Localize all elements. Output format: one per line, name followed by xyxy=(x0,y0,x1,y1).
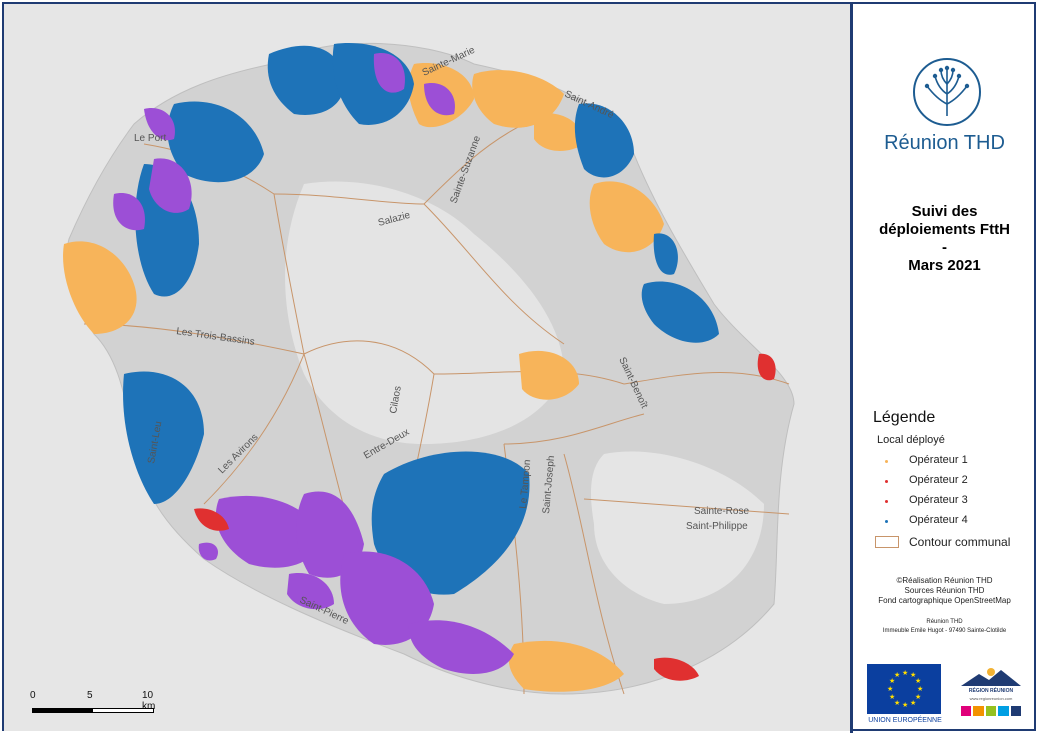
svg-text:★: ★ xyxy=(910,699,916,707)
region-color-swatches xyxy=(961,706,1022,716)
commune-label: Le Tampon xyxy=(518,459,533,509)
legend-label: Opérateur 2 xyxy=(909,474,968,486)
commune-label: Saint-Philippe xyxy=(686,521,748,532)
credits-block: ©Réalisation Réunion THD Sources Réunion… xyxy=(853,576,1036,606)
legend-label: Contour communal xyxy=(909,535,1011,549)
svg-text:★: ★ xyxy=(902,669,908,677)
legend-subtitle: Local déployé xyxy=(877,434,945,446)
legend-label: Opérateur 3 xyxy=(909,494,968,506)
operator2-areas xyxy=(194,353,776,681)
address-block: Réunion THD Immeuble Emile Hugot - 97490… xyxy=(853,618,1036,636)
address-line: Immeuble Emile Hugot - 97490 Sainte-Clot… xyxy=(882,628,1007,634)
legend-dot-icon xyxy=(885,520,888,523)
svg-text:★: ★ xyxy=(915,677,921,685)
eu-flag-icon: ★ ★ ★ ★ ★ ★ ★ ★ ★ ★ ★ ★ xyxy=(867,664,941,714)
map-area[interactable]: Le Port Sainte-Marie Sainte-Suzanne Sain… xyxy=(4,4,850,731)
title-line: - xyxy=(942,239,947,256)
svg-text:★: ★ xyxy=(902,701,908,709)
svg-text:★: ★ xyxy=(915,693,921,701)
boundary-swatch-icon xyxy=(875,536,899,548)
island-map: Le Port Sainte-Marie Sainte-Suzanne Sain… xyxy=(63,42,795,695)
legend-label: Opérateur 4 xyxy=(909,514,968,526)
page-title: Suivi des déploiements FttH - Mars 2021 xyxy=(853,203,1036,275)
scale-tick-label: 5 xyxy=(87,690,93,701)
svg-text:★: ★ xyxy=(894,699,900,707)
svg-text:★: ★ xyxy=(917,685,923,693)
commune-label: Saint-Joseph xyxy=(541,455,557,514)
legend-dot-icon xyxy=(885,480,888,483)
title-line: Mars 2021 xyxy=(908,257,981,274)
address-line: Réunion THD xyxy=(926,619,963,625)
interior-relief-east xyxy=(591,451,764,604)
legend-title: Légende xyxy=(873,409,936,426)
side-panel: Réunion THD Suivi des déploiements FttH … xyxy=(853,4,1036,731)
svg-text:★: ★ xyxy=(889,693,895,701)
scale-tick-label: 0 xyxy=(30,690,36,701)
reunion-thd-logo-icon xyxy=(913,58,981,126)
region-mountain-icon xyxy=(961,668,1021,686)
logo-text: Réunion THD xyxy=(884,132,1005,154)
scale-tick-label: 10 km xyxy=(142,690,156,712)
legend-dot-icon xyxy=(885,500,888,503)
legend-dot-icon xyxy=(885,460,888,463)
title-line: Suivi des xyxy=(911,203,978,220)
svg-text:★: ★ xyxy=(887,685,893,693)
scale-segment-light xyxy=(92,708,154,713)
eu-label: UNION EUROPÉENNE xyxy=(868,717,942,724)
svg-text:★: ★ xyxy=(889,677,895,685)
region-name: RÉGION RÉUNION xyxy=(968,688,1014,694)
region-url: www.regionreunion.com xyxy=(969,696,1013,701)
panel-divider xyxy=(850,2,853,733)
commune-label: Sainte-Rose xyxy=(694,506,749,517)
svg-text:★: ★ xyxy=(894,671,900,679)
svg-text:★: ★ xyxy=(910,671,916,679)
scale-bar: 0 5 10 km xyxy=(30,690,156,714)
commune-label: Le Port xyxy=(134,133,166,144)
legend-label: Opérateur 1 xyxy=(909,454,968,466)
credit-line: Fond cartographique OpenStreetMap xyxy=(878,596,1011,605)
title-line: déploiements FttH xyxy=(879,221,1010,238)
commune-label: Cilaos xyxy=(388,385,404,414)
credit-line: Sources Réunion THD xyxy=(904,586,985,595)
scale-segment-dark xyxy=(32,708,92,713)
interior-relief xyxy=(285,181,564,444)
credit-line: ©Réalisation Réunion THD xyxy=(896,576,993,585)
operator3-areas xyxy=(113,53,514,674)
region-reunion-logo: RÉGION RÉUNION www.regionreunion.com xyxy=(955,664,1027,724)
